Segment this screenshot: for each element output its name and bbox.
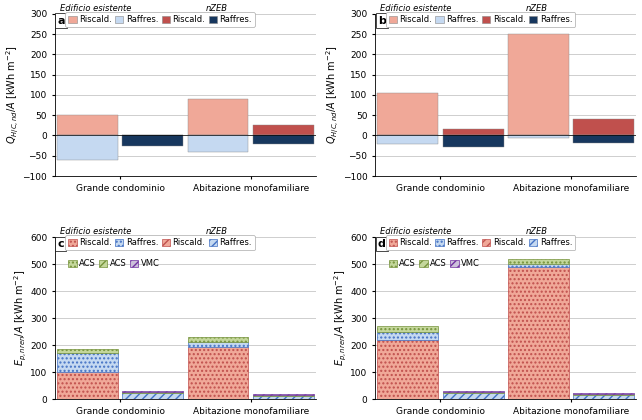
- Bar: [573, 395, 634, 399]
- Bar: [377, 93, 438, 136]
- Bar: [442, 393, 503, 399]
- Bar: [187, 99, 248, 136]
- Text: Edificio esistente: Edificio esistente: [60, 4, 131, 13]
- Bar: [573, 136, 634, 143]
- Bar: [377, 136, 438, 144]
- Y-axis label: $E_{p,nren}/A$ [kWh m$^{-2}$]: $E_{p,nren}/A$ [kWh m$^{-2}$]: [333, 270, 349, 366]
- Bar: [187, 336, 248, 342]
- Legend: Riscald., Raffres., Riscald., Raffres.: Riscald., Raffres., Riscald., Raffres.: [386, 12, 575, 27]
- Y-axis label: $E_{p,nren}/A$ [kWh m$^{-2}$]: $E_{p,nren}/A$ [kWh m$^{-2}$]: [12, 270, 28, 366]
- Bar: [57, 372, 118, 399]
- Text: Edificio esistente: Edificio esistente: [380, 4, 451, 13]
- Bar: [57, 136, 118, 160]
- Bar: [573, 119, 634, 136]
- Bar: [442, 129, 503, 136]
- Bar: [122, 136, 183, 146]
- Text: nZEB: nZEB: [526, 227, 548, 236]
- Text: a: a: [57, 16, 65, 26]
- Text: d: d: [377, 239, 386, 249]
- Text: nZEB: nZEB: [526, 4, 548, 13]
- Bar: [187, 342, 248, 346]
- Bar: [573, 394, 634, 395]
- Text: c: c: [57, 239, 64, 249]
- Text: Edificio esistente: Edificio esistente: [380, 227, 451, 236]
- Bar: [442, 136, 503, 147]
- Legend: ACS, ACS, VMC: ACS, ACS, VMC: [65, 257, 162, 271]
- Y-axis label: $Q_{H/C,nd}/A$ [kWh m$^{-2}$]: $Q_{H/C,nd}/A$ [kWh m$^{-2}$]: [4, 45, 21, 144]
- Bar: [253, 396, 314, 399]
- Bar: [573, 393, 634, 394]
- Text: Edificio esistente: Edificio esistente: [60, 227, 131, 236]
- Legend: ACS, ACS, VMC: ACS, ACS, VMC: [386, 257, 483, 271]
- Bar: [508, 34, 569, 136]
- Bar: [122, 391, 183, 393]
- Legend: Riscald., Raffres., Riscald., Raffres.: Riscald., Raffres., Riscald., Raffres.: [65, 12, 255, 27]
- Bar: [122, 393, 183, 399]
- Text: nZEB: nZEB: [205, 227, 228, 236]
- Bar: [57, 353, 118, 372]
- Bar: [508, 259, 569, 264]
- Bar: [187, 136, 248, 152]
- Bar: [253, 125, 314, 136]
- Bar: [187, 346, 248, 399]
- Bar: [253, 394, 314, 395]
- Bar: [377, 332, 438, 340]
- Y-axis label: $Q_{H/C,nd}/A$ [kWh m$^{-2}$]: $Q_{H/C,nd}/A$ [kWh m$^{-2}$]: [324, 45, 342, 144]
- Text: b: b: [377, 16, 386, 26]
- Bar: [57, 115, 118, 136]
- Bar: [442, 391, 503, 393]
- Bar: [508, 136, 569, 137]
- Bar: [508, 264, 569, 267]
- Bar: [377, 340, 438, 399]
- Text: nZEB: nZEB: [205, 4, 228, 13]
- Bar: [57, 349, 118, 353]
- Bar: [377, 326, 438, 332]
- Bar: [253, 136, 314, 144]
- Bar: [253, 395, 314, 396]
- Bar: [508, 267, 569, 399]
